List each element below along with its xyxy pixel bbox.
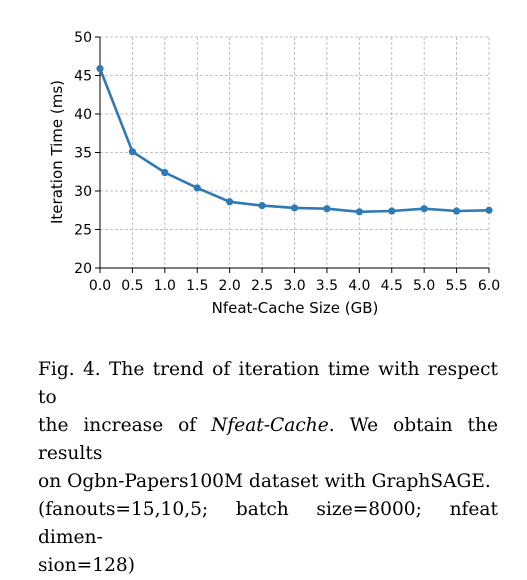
caption-line-1: Fig. 4. The trend of iteration time with…	[38, 359, 498, 408]
data-point	[161, 168, 169, 177]
x-tick-label: 5.0	[413, 278, 435, 294]
x-tick-label: 1.0	[154, 278, 176, 294]
y-tick-label: 40	[74, 107, 92, 123]
y-tick-label: 45	[74, 69, 92, 85]
series	[96, 64, 493, 216]
y-tick-label: 30	[74, 184, 92, 200]
data-point	[290, 204, 299, 212]
figure-caption: Fig. 4. The trend of iteration time with…	[38, 356, 498, 580]
data-point	[452, 207, 461, 215]
y-tick-label: 35	[74, 146, 92, 162]
x-tick-label: 1.5	[186, 278, 208, 294]
data-point	[355, 208, 363, 216]
x-tick-label: 3.5	[316, 278, 338, 294]
x-tick-label: 4.0	[348, 278, 370, 294]
y-tick-label: 50	[74, 30, 92, 46]
y-axis: 20 25 30 35 40 45 50	[74, 30, 101, 277]
y-tick-label: 20	[74, 261, 92, 277]
data-point	[226, 198, 234, 206]
x-axis: 0.0 0.5 1.0 1.5 2.0 2.5 3.0 3.5 4.0 4.5 5.0 5.5 6.0	[89, 267, 500, 294]
data-point	[193, 184, 201, 192]
data-point	[258, 202, 266, 210]
caption-emphasis: Nfeat-Cache	[211, 415, 329, 436]
x-tick-label: 6.0	[478, 278, 500, 294]
caption-line-2: the increase of Nfeat-Cache. We obtain t…	[38, 412, 498, 468]
caption-line-3: on Ogbn-Papers100M dataset with GraphSAG…	[38, 471, 491, 492]
caption-text: . We obtain the results	[38, 415, 498, 464]
x-tick-label: 2.0	[219, 278, 241, 294]
data-point	[485, 206, 493, 214]
x-tick-label: 4.5	[381, 278, 403, 294]
caption-text: the increase of	[38, 415, 212, 436]
x-tick-label: 3.0	[283, 278, 305, 294]
data-point	[128, 148, 137, 156]
caption-line-4: (fanouts=15,10,5; batch size=8000; nfeat…	[38, 499, 498, 548]
x-axis-title: Nfeat-Cache Size (GB)	[212, 299, 379, 317]
y-tick-label: 25	[74, 223, 92, 239]
grid	[99, 36, 490, 269]
x-tick-label: 2.5	[251, 278, 273, 294]
data-point	[420, 205, 428, 213]
x-tick-label: 0.5	[121, 278, 143, 294]
line-chart: 20 25 30 35 40 45 50 0.0 0.5 1.0 1.5 2.0 2.5 3.0 3.5 4…	[48, 30, 500, 317]
caption-line-5: sion=128)	[38, 555, 135, 576]
data-point	[388, 207, 396, 215]
data-point	[96, 64, 104, 73]
y-axis-title: Iteration Time (ms)	[48, 80, 66, 224]
series-line	[98, 68, 490, 214]
x-tick-label: 0.0	[89, 278, 111, 294]
x-tick-label: 5.5	[445, 278, 467, 294]
data-point	[323, 205, 331, 213]
